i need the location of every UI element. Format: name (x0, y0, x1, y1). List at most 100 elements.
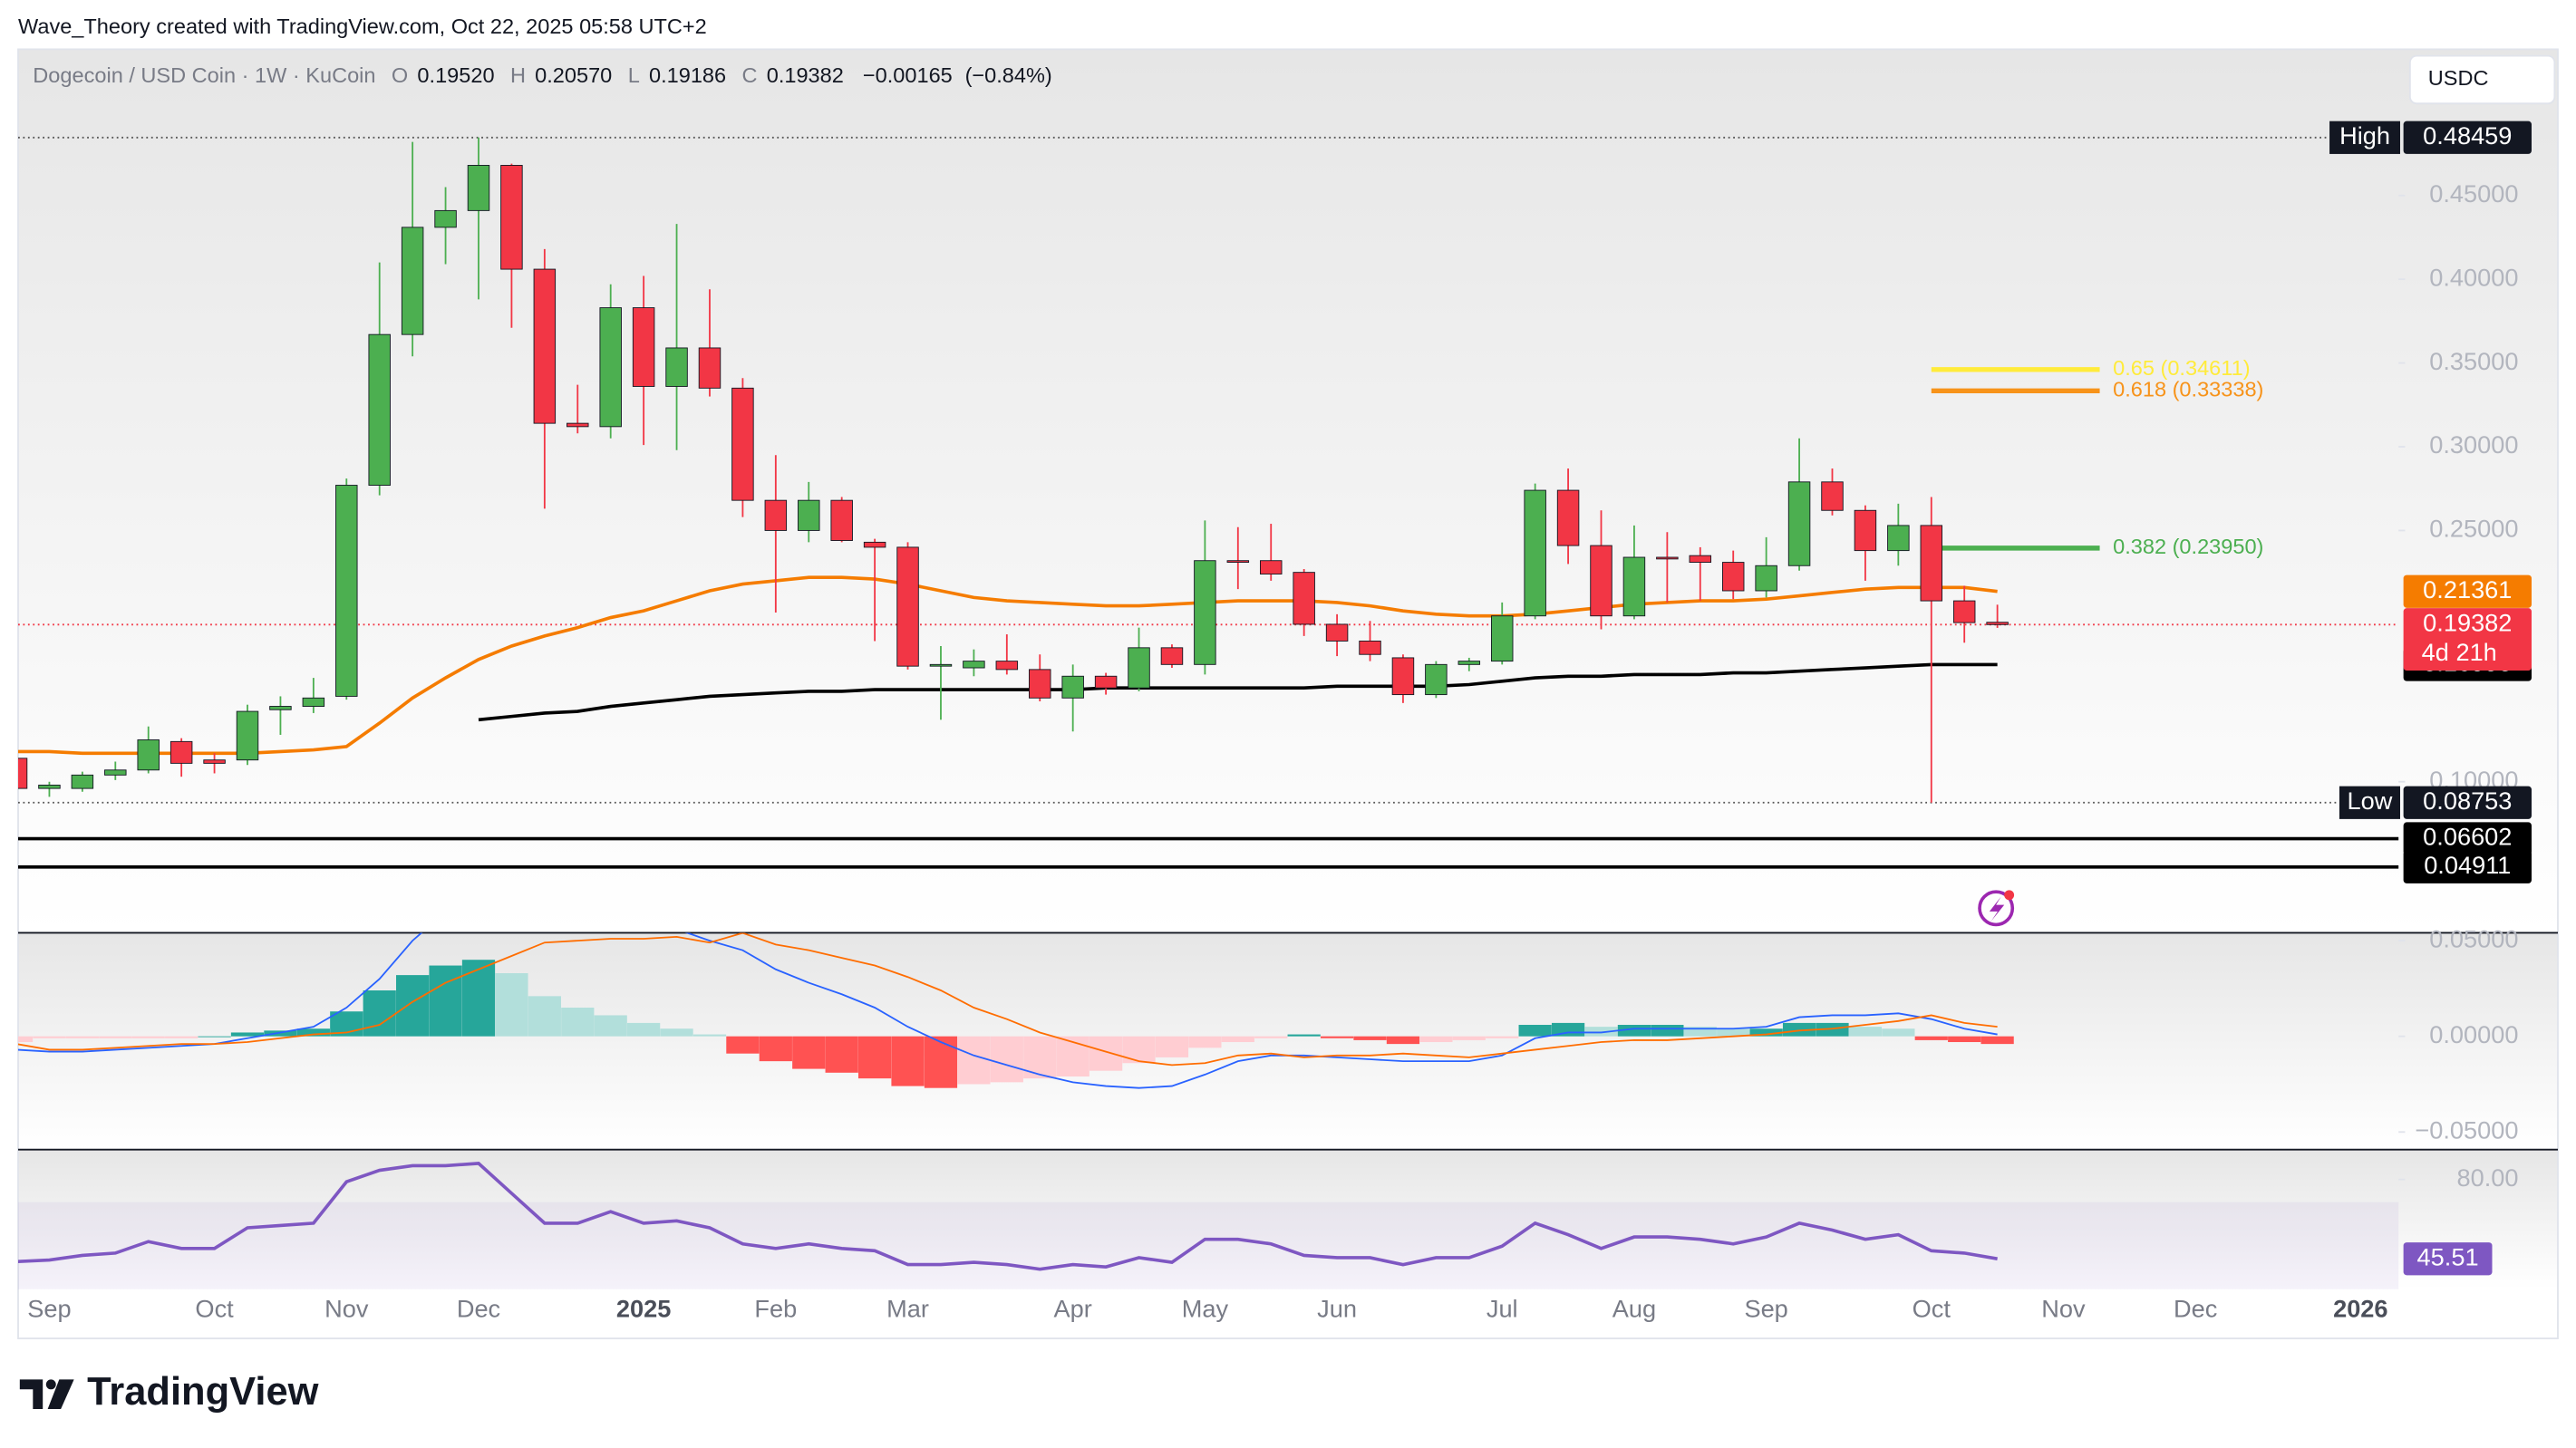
candle-body (665, 347, 688, 387)
legend-value: 0.19186 (649, 63, 726, 87)
histogram-bar (198, 1036, 231, 1038)
histogram-bar (1254, 1036, 1288, 1038)
candle-body (698, 347, 721, 389)
x-tick-label: Feb (754, 1294, 797, 1322)
candle-body (963, 661, 985, 669)
low-value-tag-text: 0.08753 (2423, 787, 2512, 815)
candle-body (1160, 647, 1184, 665)
candle-body (335, 485, 358, 697)
histogram-bar (857, 1036, 892, 1079)
x-tick-label: Aug (1612, 1294, 1656, 1322)
candle-body (1029, 669, 1051, 699)
legend-change: −0.00165 (863, 63, 953, 87)
candle-body (269, 706, 292, 710)
histogram-bar (1089, 1036, 1123, 1071)
candle-body (1986, 622, 2009, 625)
histogram-bar (461, 960, 496, 1037)
legend: Dogecoin / USD Coin · 1W · KuCoin O 0.19… (33, 63, 1051, 87)
candle-body (1689, 555, 1712, 564)
rsi-tag-text: 45.51 (2417, 1242, 2479, 1270)
candle-body (929, 663, 953, 667)
logo-text: TradingView (87, 1370, 319, 1414)
histogram-bar (1914, 1036, 1948, 1040)
histogram-bar (792, 1036, 826, 1069)
histogram-bar (33, 1036, 66, 1038)
y-tick-label: 80.00 (2456, 1163, 2518, 1192)
candle-body (1854, 509, 1877, 552)
rsi-line (18, 1162, 1998, 1271)
y-tick-label: 0.05000 (2429, 924, 2518, 952)
candle-body (863, 541, 886, 548)
logo-mark (19, 1379, 44, 1410)
histogram-bar (1584, 1027, 1618, 1037)
y-tick-label: 0.00000 (2429, 1020, 2518, 1048)
candle-body (1821, 481, 1844, 511)
histogram-bar (1980, 1036, 2014, 1045)
alert-icon[interactable] (1978, 890, 2015, 927)
x-tick-label: Jul (1487, 1294, 1518, 1322)
histogram-bar (1749, 1028, 1783, 1037)
alert-icon-ring[interactable] (1978, 890, 2015, 927)
price-pane (18, 49, 2558, 933)
candle-body (1556, 489, 1580, 546)
histogram-bar (18, 1036, 34, 1043)
candle-body (169, 740, 193, 764)
histogram-bar (1782, 1022, 1816, 1037)
histogram-bar (726, 1036, 760, 1054)
x-tick-label: Jun (1317, 1294, 1357, 1322)
histogram-bar (1717, 1028, 1750, 1037)
candle-body (896, 546, 919, 667)
level-tag-text: 0.06602 (2423, 823, 2512, 851)
candle-body (1622, 556, 1646, 617)
candle-body (1490, 615, 1514, 662)
y-tick-label: −0.05000 (2415, 1115, 2518, 1144)
histogram-bar (131, 1036, 165, 1038)
x-tick-label: Nov (324, 1294, 369, 1322)
candle-body (71, 774, 94, 789)
candle-body (830, 499, 853, 541)
candle-body (38, 784, 61, 789)
level-tag-box (2403, 822, 2532, 855)
histogram-bar (627, 1022, 661, 1037)
candle-body (1194, 560, 1216, 665)
histogram-bar (660, 1028, 693, 1037)
high-value-tag-text: 0.48459 (2423, 121, 2512, 150)
rsi-tag-box (2403, 1242, 2493, 1276)
candle-body (401, 227, 424, 335)
legend-value: 0.19382 (767, 63, 844, 87)
logo-mark (47, 1379, 74, 1410)
high-value-tag-box (2403, 121, 2532, 154)
legend-change-pct: (−0.84%) (965, 63, 1052, 87)
alert-icon-dot[interactable] (2004, 890, 2015, 901)
histogram-bar (396, 975, 430, 1037)
legend-value: 0.19520 (417, 63, 494, 87)
histogram-bar (1816, 1022, 1849, 1037)
candle-body (1457, 661, 1481, 665)
currency-button-label[interactable]: USDC (2428, 66, 2489, 90)
histogram-bar (1882, 1028, 1915, 1037)
candle-body (203, 759, 226, 764)
histogram-bar (99, 1036, 132, 1038)
candle-body (764, 499, 788, 531)
alert-icon-bolt[interactable] (1989, 896, 2005, 922)
macd-pane (18, 932, 2558, 1150)
legend-value: 0.20570 (535, 63, 612, 87)
high-tag-box (2329, 121, 2400, 154)
histogram-bar (1320, 1036, 1354, 1038)
low-value-tag-box (2403, 786, 2532, 819)
histogram-bar (1617, 1025, 1651, 1037)
logo: TradingView (19, 1370, 319, 1414)
histogram-bar (759, 1036, 792, 1062)
legend-key: C (742, 63, 758, 87)
candle-body (236, 710, 259, 761)
candle-body (1787, 481, 1811, 566)
candle-body (1590, 545, 1612, 617)
currency-button[interactable]: USDC (2408, 54, 2556, 105)
histogram-bar (957, 1036, 991, 1085)
histogram-bar (264, 1030, 297, 1037)
currency-button-box[interactable] (2408, 54, 2556, 105)
x-tick-label: Nov (2041, 1294, 2086, 1322)
candle-body (434, 209, 457, 228)
candle-body (467, 165, 490, 211)
